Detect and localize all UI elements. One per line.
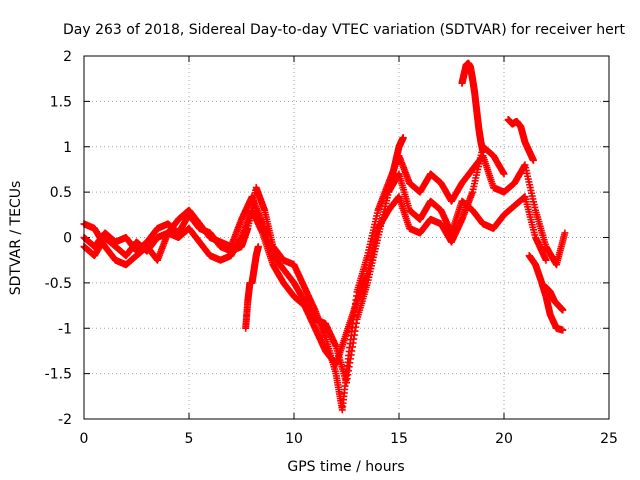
- y-tick-label: 1: [63, 140, 72, 156]
- y-tick-label: -1.5: [45, 367, 72, 383]
- data-markers: [80, 59, 569, 414]
- x-tick-label: 25: [600, 431, 618, 447]
- data-point-marker: [500, 170, 508, 178]
- x-tick-label: 15: [390, 431, 408, 447]
- data-point-marker: [559, 306, 567, 314]
- y-tick-label: 1.5: [50, 94, 72, 110]
- x-axis-label: GPS time / hours: [287, 459, 404, 475]
- y-tick-label: 2: [63, 49, 72, 65]
- y-tick-label: -1: [58, 321, 72, 337]
- y-tick-label: 0.5: [50, 185, 72, 201]
- data-point-marker: [479, 147, 487, 155]
- chart-title: Day 263 of 2018, Sidereal Day-to-day VTE…: [63, 22, 625, 38]
- axis-ticks: 0 5 10 15 20 25 2 1.5 1 0.5 0 -0.5 -1 -1.5 -2: [45, 49, 618, 447]
- y-tick-label: -2: [58, 412, 72, 428]
- x-tick-label: 10: [285, 431, 303, 447]
- data-point-marker: [559, 326, 567, 334]
- series-segment-g: [525, 252, 567, 334]
- data-point-marker: [399, 134, 407, 142]
- series-segment-e: [458, 59, 487, 155]
- grid: [84, 56, 609, 419]
- x-tick-label: 0: [80, 431, 89, 447]
- data-point-marker: [542, 256, 550, 264]
- series-segment-f: [504, 116, 537, 164]
- series-segment-d: [242, 243, 262, 332]
- x-tick-label: 20: [495, 431, 513, 447]
- data-point-marker: [254, 243, 262, 251]
- series-segment-i: [387, 134, 407, 187]
- series-track-c: [80, 143, 508, 369]
- x-tick-label: 5: [185, 431, 194, 447]
- y-tick-label: -0.5: [45, 276, 72, 292]
- y-tick-label: 0: [63, 231, 72, 247]
- plot-frame: [83, 55, 610, 420]
- series-segment-h: [542, 283, 567, 314]
- data-point-marker: [529, 156, 537, 164]
- y-axis-label: SDTVAR / TECUs: [8, 181, 24, 296]
- data-point-marker: [561, 229, 569, 237]
